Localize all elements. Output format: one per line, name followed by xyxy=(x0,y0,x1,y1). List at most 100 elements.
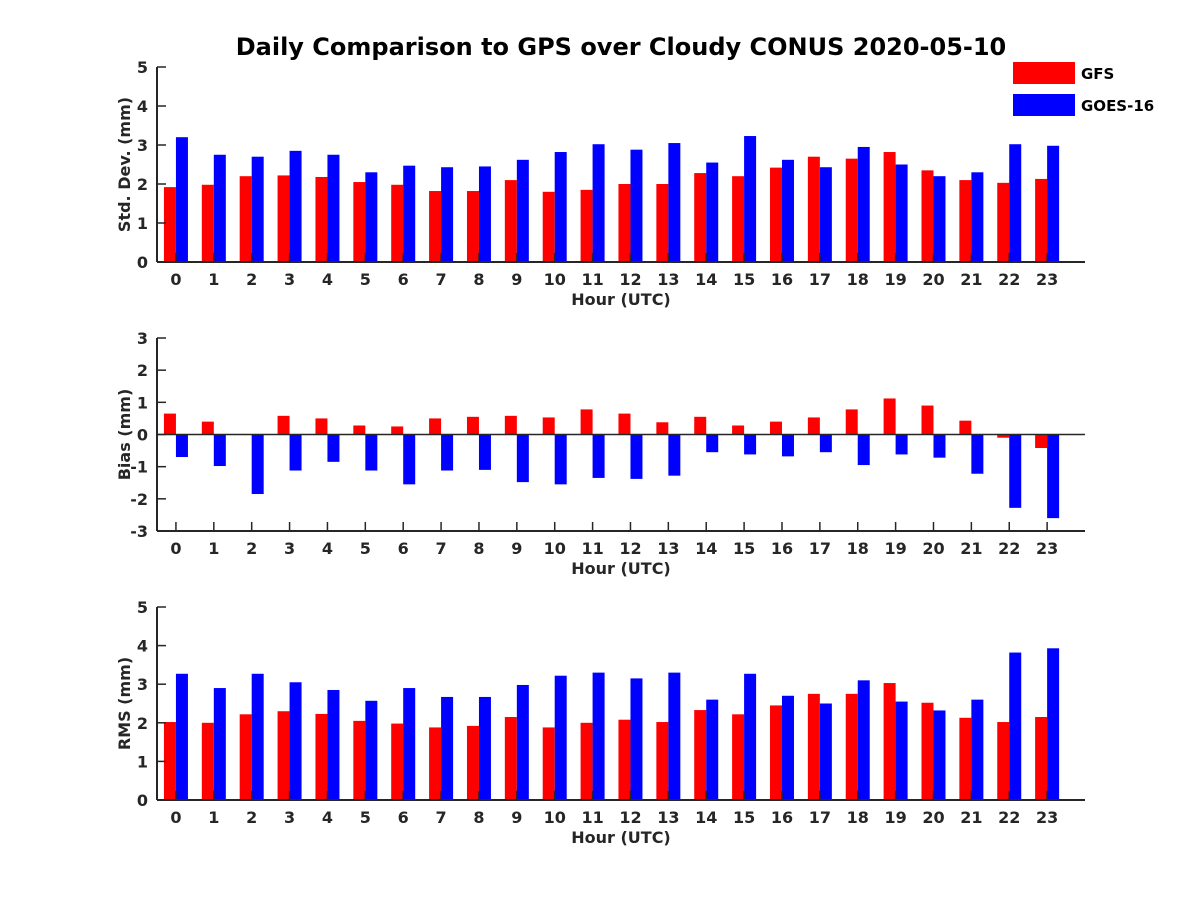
bar-std-dev-goes16-1 xyxy=(213,154,226,262)
bar-rms-goes16-17 xyxy=(819,703,832,800)
bar-rms-gfs-9 xyxy=(504,717,517,800)
y-tick-label-rms: 3 xyxy=(137,675,148,694)
bar-std-dev-goes16-23 xyxy=(1047,145,1060,262)
bar-bias-goes16-18 xyxy=(857,434,870,466)
x-tick-label-bias: 5 xyxy=(360,539,371,558)
bar-std-dev-gfs-11 xyxy=(580,189,593,262)
bar-bias-gfs-21 xyxy=(959,420,972,435)
bar-rms-gfs-16 xyxy=(769,705,782,800)
bar-rms-goes16-23 xyxy=(1047,648,1060,800)
x-tick-label-std-dev: 15 xyxy=(733,270,755,289)
bar-bias-goes16-3 xyxy=(289,434,302,471)
bar-rms-goes16-22 xyxy=(1009,652,1022,800)
bar-std-dev-gfs-3 xyxy=(277,175,290,262)
bar-bias-gfs-22 xyxy=(997,434,1010,438)
y-tick-label-bias: -1 xyxy=(130,458,148,477)
bar-rms-goes16-10 xyxy=(554,675,567,800)
bar-bias-goes16-4 xyxy=(327,434,340,462)
x-tick-label-std-dev: 2 xyxy=(246,270,257,289)
bar-bias-goes16-11 xyxy=(592,434,605,478)
y-tick-label-bias: 0 xyxy=(137,426,148,445)
y-tick-label-std-dev: 0 xyxy=(137,253,148,272)
x-tick-label-rms: 21 xyxy=(960,808,982,827)
x-tick-label-bias: 8 xyxy=(473,539,484,558)
x-tick-label-rms: 3 xyxy=(284,808,295,827)
bar-bias-goes16-9 xyxy=(516,434,529,483)
bar-std-dev-goes16-22 xyxy=(1009,144,1022,262)
x-tick-label-rms: 4 xyxy=(322,808,333,827)
bar-bias-goes16-13 xyxy=(668,434,681,476)
y-tick-label-std-dev: 3 xyxy=(137,136,148,155)
x-tick-label-std-dev: 14 xyxy=(695,270,717,289)
bar-rms-gfs-4 xyxy=(315,713,328,800)
x-tick-label-std-dev: 10 xyxy=(544,270,566,289)
y-tick-label-std-dev: 5 xyxy=(137,58,148,77)
bar-rms-goes16-13 xyxy=(668,672,681,800)
x-tick-label-bias: 15 xyxy=(733,539,755,558)
x-tick-label-bias: 3 xyxy=(284,539,295,558)
bar-std-dev-gfs-6 xyxy=(391,184,404,262)
bar-rms-goes16-11 xyxy=(592,672,605,800)
bar-rms-gfs-1 xyxy=(201,722,214,800)
x-tick-label-bias: 19 xyxy=(884,539,906,558)
x-tick-label-rms: 11 xyxy=(581,808,603,827)
bar-std-dev-gfs-2 xyxy=(239,176,252,262)
y-tick-label-bias: -3 xyxy=(130,522,148,541)
bar-rms-gfs-13 xyxy=(656,722,669,800)
bar-bias-gfs-1 xyxy=(201,421,214,435)
x-tick-label-rms: 9 xyxy=(511,808,522,827)
bar-bias-goes16-2 xyxy=(251,434,264,495)
x-tick-label-bias: 7 xyxy=(436,539,447,558)
bar-rms-goes16-4 xyxy=(327,689,340,800)
bar-std-dev-goes16-10 xyxy=(554,152,567,262)
bar-bias-goes16-12 xyxy=(630,434,643,479)
x-tick-label-rms: 15 xyxy=(733,808,755,827)
bar-rms-goes16-12 xyxy=(630,678,643,800)
x-tick-label-std-dev: 18 xyxy=(847,270,869,289)
bar-std-dev-goes16-14 xyxy=(706,162,719,262)
x-tick-label-std-dev: 0 xyxy=(170,270,181,289)
series-bias-goes16 xyxy=(175,434,1060,519)
x-tick-label-std-dev: 23 xyxy=(1036,270,1058,289)
x-tick-label-rms: 20 xyxy=(922,808,944,827)
bar-rms-goes16-8 xyxy=(478,696,491,800)
bar-bias-goes16-16 xyxy=(781,434,794,457)
bar-std-dev-gfs-1 xyxy=(201,184,214,262)
bar-std-dev-goes16-8 xyxy=(478,166,491,262)
bar-std-dev-gfs-12 xyxy=(618,184,631,262)
bar-bias-goes16-23 xyxy=(1047,434,1060,519)
x-tick-label-rms: 6 xyxy=(398,808,409,827)
x-tick-label-std-dev: 7 xyxy=(436,270,447,289)
bar-std-dev-gfs-23 xyxy=(1035,178,1048,262)
x-tick-label-rms: 10 xyxy=(544,808,566,827)
bar-bias-gfs-13 xyxy=(656,422,669,435)
x-tick-label-std-dev: 4 xyxy=(322,270,333,289)
x-tick-label-rms: 7 xyxy=(436,808,447,827)
bar-rms-gfs-6 xyxy=(391,723,404,800)
y-tick-label-bias: 3 xyxy=(137,329,148,348)
bar-std-dev-goes16-0 xyxy=(175,137,188,262)
x-axis-label-rms: Hour (UTC) xyxy=(571,828,671,847)
bar-std-dev-goes16-21 xyxy=(971,172,984,262)
y-tick-label-rms: 5 xyxy=(137,598,148,617)
x-tick-label-std-dev: 5 xyxy=(360,270,371,289)
bar-bias-goes16-17 xyxy=(819,434,832,453)
bar-bias-goes16-8 xyxy=(478,434,491,470)
bar-std-dev-goes16-20 xyxy=(933,176,946,262)
x-tick-label-std-dev: 9 xyxy=(511,270,522,289)
bar-std-dev-goes16-19 xyxy=(895,164,908,262)
bar-rms-gfs-14 xyxy=(694,710,707,800)
x-tick-label-std-dev: 17 xyxy=(809,270,831,289)
x-tick-label-rms: 1 xyxy=(208,808,219,827)
bar-bias-goes16-10 xyxy=(554,434,567,485)
bar-bias-gfs-10 xyxy=(542,417,555,435)
bar-std-dev-gfs-9 xyxy=(504,180,517,262)
x-tick-label-bias: 18 xyxy=(847,539,869,558)
bar-std-dev-gfs-16 xyxy=(769,167,782,262)
bar-std-dev-goes16-6 xyxy=(403,165,416,262)
y-tick-label-bias: 1 xyxy=(137,393,148,412)
bar-std-dev-goes16-17 xyxy=(819,167,832,262)
x-tick-label-std-dev: 8 xyxy=(473,270,484,289)
